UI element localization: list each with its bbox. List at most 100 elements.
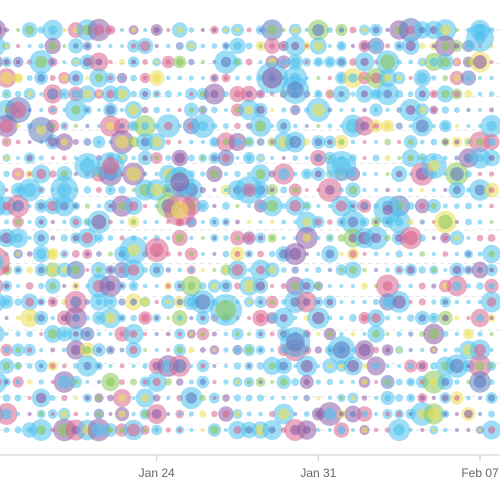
data-point[interactable] [397,187,402,193]
data-point[interactable] [446,275,468,297]
data-point[interactable] [394,265,405,275]
data-point[interactable] [211,331,217,337]
data-point[interactable] [61,347,67,353]
data-point[interactable] [477,75,483,81]
data-point[interactable] [166,411,171,417]
data-point[interactable] [404,263,417,277]
data-point[interactable] [39,91,44,97]
data-point[interactable] [408,187,414,193]
data-point[interactable] [362,107,367,113]
data-point[interactable] [242,231,256,245]
data-point[interactable] [223,107,228,113]
data-point[interactable] [135,388,155,408]
data-point[interactable] [125,293,143,311]
data-point[interactable] [212,251,217,257]
data-point[interactable] [437,374,454,390]
data-point[interactable] [130,90,137,98]
data-point[interactable] [232,57,243,67]
data-point[interactable] [465,202,472,210]
data-point[interactable] [489,331,494,337]
data-point[interactable] [311,135,326,149]
data-point[interactable] [373,267,379,273]
data-point[interactable] [316,395,321,401]
data-point[interactable] [147,133,166,151]
data-point[interactable] [0,280,13,292]
data-point[interactable] [96,379,101,385]
data-point[interactable] [451,40,463,52]
data-point[interactable] [38,379,44,385]
data-point[interactable] [372,298,380,306]
data-point[interactable] [143,219,148,225]
data-point[interactable] [223,347,229,353]
data-point[interactable] [417,57,427,67]
data-point[interactable] [82,248,93,260]
data-point[interactable] [345,182,361,198]
data-point-large[interactable] [28,117,55,143]
data-point[interactable] [439,119,452,133]
data-point[interactable] [2,41,11,51]
data-point[interactable] [154,299,159,305]
data-point[interactable] [249,115,272,137]
data-point[interactable] [466,427,471,433]
data-point[interactable] [14,90,22,98]
data-point-large[interactable] [144,238,169,262]
data-point[interactable] [232,344,243,356]
data-point[interactable] [403,135,418,149]
data-point[interactable] [406,393,416,403]
data-point[interactable] [296,291,318,313]
data-point[interactable] [339,315,344,321]
data-point[interactable] [232,408,243,420]
data-point[interactable] [376,82,399,106]
data-point[interactable] [175,42,184,50]
data-point[interactable] [239,276,259,296]
data-point[interactable] [303,138,311,146]
data-point[interactable] [273,403,295,425]
data-point[interactable] [488,378,495,386]
data-point[interactable] [304,251,310,257]
data-point[interactable] [235,75,240,81]
data-point[interactable] [177,91,183,97]
data-point[interactable] [327,75,333,81]
data-point[interactable] [280,282,287,290]
data-point[interactable] [284,242,307,266]
data-point[interactable] [208,392,220,404]
data-point[interactable] [280,202,287,210]
data-point[interactable] [288,23,302,37]
data-point[interactable] [465,283,472,289]
data-point[interactable] [142,283,148,289]
data-point[interactable] [78,85,97,103]
data-point[interactable] [243,296,255,308]
data-point[interactable] [166,107,171,113]
data-point[interactable] [416,360,429,372]
data-point[interactable] [246,171,252,177]
data-point[interactable] [361,363,368,369]
data-point[interactable] [152,89,161,99]
data-point-large[interactable] [281,76,310,104]
data-point[interactable] [489,347,494,353]
data-point[interactable] [293,412,298,417]
data-point[interactable] [332,85,351,103]
data-point[interactable] [338,187,344,193]
data-point[interactable] [374,187,379,193]
data-point[interactable] [21,22,38,38]
data-point[interactable] [94,361,104,371]
data-point[interactable] [468,354,492,378]
data-point[interactable] [96,203,102,209]
data-point[interactable] [336,41,347,51]
data-point[interactable] [95,186,102,194]
data-point[interactable] [381,344,394,356]
data-point[interactable] [83,138,92,146]
data-point[interactable] [321,245,339,263]
data-point[interactable] [298,277,315,295]
data-point[interactable] [397,315,402,321]
data-point[interactable] [436,85,454,103]
data-point[interactable] [466,395,471,401]
data-point[interactable] [34,263,48,277]
data-point[interactable] [339,107,344,113]
data-point[interactable] [1,56,12,68]
data-point[interactable] [45,262,61,278]
data-point[interactable] [385,332,390,336]
data-point[interactable] [200,235,206,241]
data-point[interactable] [327,267,333,273]
data-point[interactable] [207,423,222,437]
